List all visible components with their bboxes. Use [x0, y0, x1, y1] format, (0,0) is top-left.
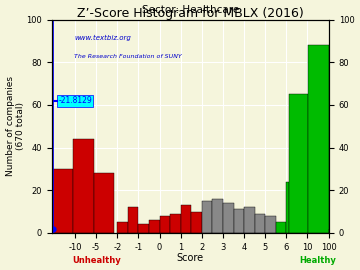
Bar: [128, 207, 139, 233]
Bar: [265, 216, 276, 233]
Bar: [223, 203, 234, 233]
X-axis label: Score: Score: [177, 253, 204, 263]
Text: www.textbiz.org: www.textbiz.org: [74, 35, 131, 41]
Bar: [244, 207, 255, 233]
Text: The Research Foundation of SUNY: The Research Foundation of SUNY: [74, 54, 182, 59]
Bar: [52, 169, 73, 233]
Text: -21.8129: -21.8129: [58, 96, 92, 105]
Y-axis label: Number of companies
(670 total): Number of companies (670 total): [5, 76, 25, 176]
Text: Unhealthy: Unhealthy: [72, 256, 121, 265]
Text: Healthy: Healthy: [300, 256, 337, 265]
Bar: [159, 216, 170, 233]
Bar: [289, 94, 307, 233]
Bar: [139, 224, 149, 233]
Bar: [73, 139, 94, 233]
Bar: [94, 173, 114, 233]
Bar: [212, 199, 223, 233]
Text: Sector: Healthcare: Sector: Healthcare: [142, 5, 239, 15]
Bar: [181, 205, 191, 233]
Bar: [276, 222, 286, 233]
Bar: [117, 222, 128, 233]
Bar: [170, 214, 181, 233]
Bar: [234, 210, 244, 233]
Bar: [255, 214, 265, 233]
Bar: [307, 45, 329, 233]
Bar: [149, 220, 159, 233]
Bar: [286, 182, 289, 233]
Bar: [202, 201, 212, 233]
Bar: [191, 212, 202, 233]
Title: Z’-Score Histogram for MBLX (2016): Z’-Score Histogram for MBLX (2016): [77, 7, 304, 20]
